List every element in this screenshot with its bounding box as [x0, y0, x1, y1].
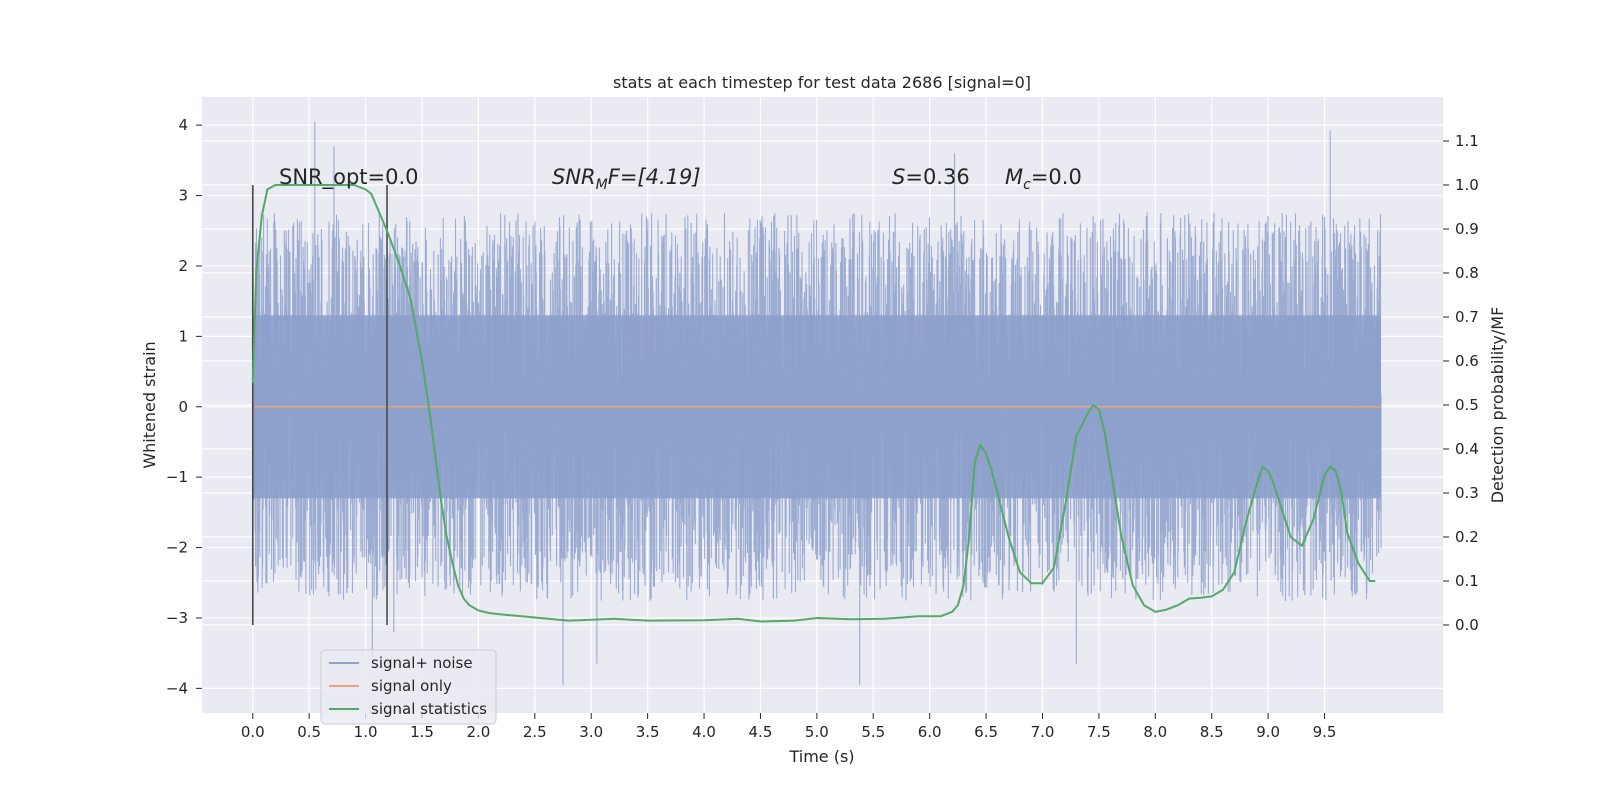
y-left-tick-label: −3 — [166, 609, 188, 627]
y-left-tick-label: 2 — [178, 257, 188, 275]
x-tick-label: 3.5 — [636, 723, 660, 741]
snr-mf-base: SNR — [552, 165, 596, 189]
x-tick-label: 8.5 — [1200, 723, 1224, 741]
right-axis-ticks: 1.1 1.0 0.9 0.8 0.7 0.6 0.5 0.4 0.3 0.2 0.1 0.0 — [1443, 132, 1479, 634]
y-right-tick-label: 0.0 — [1455, 616, 1479, 634]
x-tick-label: 4.0 — [692, 723, 716, 741]
x-tick-label: 2.5 — [523, 723, 547, 741]
y-left-tick-label: 3 — [178, 187, 188, 205]
y-right-tick-label: 0.9 — [1455, 220, 1479, 238]
y-left-tick-label: 0 — [178, 398, 188, 416]
legend: signal+ noise signal only signal statist… — [320, 649, 497, 725]
y-left-tick-label: 4 — [178, 116, 188, 134]
y-left-tick-label: −1 — [166, 468, 188, 486]
y-right-tick-label: 0.6 — [1455, 352, 1479, 370]
mc-sub: c — [1023, 177, 1031, 193]
annotation-mc: Mc=0.0 — [1005, 165, 1082, 193]
left-axis-ticks: 4 3 2 1 0 −1 −2 −3 −4 — [166, 116, 202, 697]
y-right-tick-label: 0.5 — [1455, 396, 1479, 414]
x-tick-label: 3.0 — [579, 723, 603, 741]
vertical-markers — [251, 185, 388, 625]
x-tick-label: 0.5 — [297, 723, 321, 741]
y-left-tick-label: 1 — [178, 327, 188, 345]
x-tick-label: 5.0 — [805, 723, 829, 741]
y-right-tick-label: 0.2 — [1455, 528, 1479, 546]
x-tick-label: 6.0 — [918, 723, 942, 741]
y-right-tick-label: 1.1 — [1455, 132, 1479, 150]
y-right-tick-label: 0.3 — [1455, 484, 1479, 502]
y-right-tick-label: 0.8 — [1455, 264, 1479, 282]
chart-title: stats at each timestep for test data 268… — [613, 73, 1031, 92]
y-left-tick-label: −2 — [166, 539, 188, 557]
signal-statistics-series — [251, 184, 1376, 623]
x-tick-label: 7.5 — [1087, 723, 1111, 741]
legend-box — [320, 649, 497, 725]
x-tick-label: 1.5 — [410, 723, 434, 741]
annotation-snr-mf: SNRMF=[4.19] — [552, 165, 701, 193]
y-right-tick-label: 0.7 — [1455, 308, 1479, 326]
s-var: S — [892, 165, 905, 189]
y-right-tick-label: 1.0 — [1455, 176, 1479, 194]
x-tick-label: 2.0 — [466, 723, 490, 741]
legend-label-signal-noise: signal+ noise — [371, 654, 473, 672]
x-tick-label: 0.0 — [241, 723, 265, 741]
mc-val: =0.0 — [1031, 165, 1082, 189]
legend-label-signal-only: signal only — [371, 677, 452, 695]
x-tick-label: 6.5 — [974, 723, 998, 741]
x-tick-label: 7.0 — [1031, 723, 1055, 741]
annotation-snr-opt: SNR_opt=0.0 — [279, 165, 419, 190]
x-tick-label: 5.5 — [861, 723, 885, 741]
x-tick-label: 9.5 — [1313, 723, 1337, 741]
x-tick-label: 9.0 — [1256, 723, 1280, 741]
signal-statistics-line — [251, 184, 1376, 623]
snr-mf-sub: M — [596, 177, 608, 193]
x-tick-label: 4.5 — [749, 723, 773, 741]
y-right-tick-label: 0.1 — [1455, 572, 1479, 590]
s-val: =0.36 — [905, 165, 969, 189]
y-axis-right-label: Detection probability/MF — [1488, 307, 1507, 504]
y-axis-left-label: Whitened strain — [140, 341, 159, 468]
annotation-s: S=0.36 — [892, 165, 970, 189]
snr-mf-rest: F=[4.19] — [608, 165, 701, 189]
y-left-tick-label: −4 — [166, 679, 188, 697]
x-tick-label: 1.0 — [354, 723, 378, 741]
x-tick-label: 8.0 — [1143, 723, 1167, 741]
mc-base: M — [1005, 165, 1023, 189]
y-right-tick-label: 0.4 — [1455, 440, 1479, 458]
legend-label-signal-statistics: signal statistics — [371, 700, 487, 718]
x-axis-label: Time (s) — [788, 747, 854, 766]
x-axis-ticks: 0.0 0.5 1.0 1.5 2.0 2.5 3.0 3.5 4.0 4.5 5.0 5.5 6.0 6… — [241, 713, 1337, 741]
